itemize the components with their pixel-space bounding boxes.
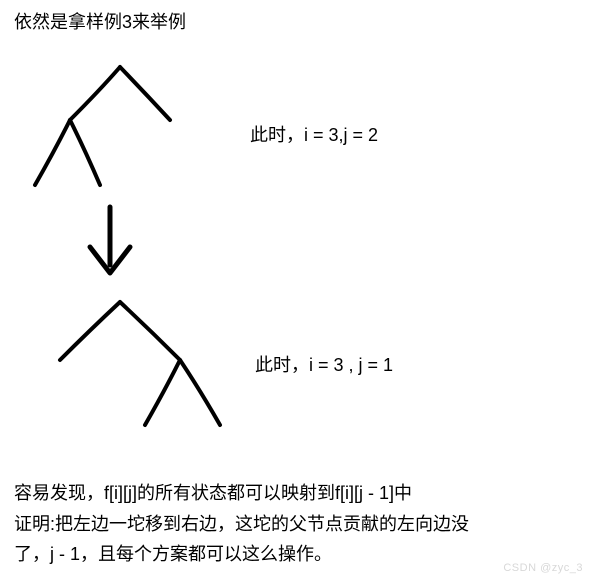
- arrow-down: [80, 205, 140, 285]
- body-line-1: 容易发现，f[i][j]的所有状态都可以映射到f[i][j - 1]中: [14, 478, 574, 509]
- header-text: 依然是拿样例3来举例: [14, 12, 186, 34]
- tree1-label: 此时，i = 3,j = 2: [250, 125, 378, 147]
- body-paragraph: 容易发现，f[i][j]的所有状态都可以映射到f[i][j - 1]中 证明:把…: [14, 478, 574, 570]
- body-line-3: 了，j - 1，且每个方案都可以这么操作。: [14, 539, 574, 570]
- tree2-label: 此时，i = 3 , j = 1: [255, 355, 393, 377]
- body-line-2: 证明:把左边一坨移到右边，这坨的父节点贡献的左向边没: [14, 509, 574, 540]
- tree-diagram-top: [30, 65, 200, 195]
- tree-diagram-bottom: [30, 300, 240, 435]
- watermark: CSDN @zyc_3: [503, 562, 583, 574]
